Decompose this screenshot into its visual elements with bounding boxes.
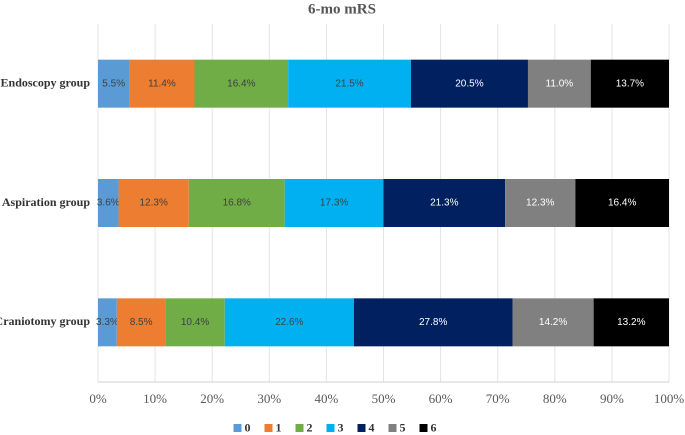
bar-segment (188, 179, 285, 227)
value-label: 22.6% (275, 317, 303, 328)
x-tick-label: 70% (486, 391, 510, 406)
value-label: 21.5% (335, 78, 363, 89)
bar-segment (116, 298, 166, 347)
legend-swatch (419, 424, 428, 432)
legend-label: 1 (276, 420, 282, 434)
x-tick-label: 40% (314, 391, 338, 406)
x-tick-label: 50% (372, 391, 396, 406)
bar-segment (284, 179, 384, 227)
bar-segment (224, 298, 354, 347)
bar-segment (98, 298, 117, 347)
value-label: 11.4% (148, 78, 176, 89)
bar-segment (353, 298, 513, 347)
chart-title: 6-mo mRS (308, 1, 376, 17)
value-label: 13.7% (616, 78, 644, 89)
bar-segment (383, 179, 506, 227)
x-tick-label: 80% (543, 391, 567, 406)
bar-segment (575, 179, 669, 227)
value-label: 27.8% (419, 317, 447, 328)
bar-segment (288, 59, 411, 108)
value-label: 14.2% (539, 317, 567, 328)
legend-swatch (295, 424, 304, 432)
value-label: 11.0% (546, 78, 574, 89)
legend-swatch (264, 424, 273, 432)
value-label: 21.3% (430, 198, 458, 209)
value-label: 3.6% (97, 198, 120, 209)
bar-segment (129, 59, 195, 108)
x-tick-label: 90% (600, 391, 624, 406)
x-tick-label: 30% (257, 391, 281, 406)
category-label: Endoscopy group (1, 75, 91, 89)
bar-segment (98, 179, 119, 227)
x-tick-label: 60% (429, 391, 453, 406)
value-label: 16.4% (227, 78, 255, 89)
bar-segment (590, 59, 669, 108)
legend-swatch (326, 424, 335, 432)
bar-segment (118, 179, 189, 227)
bar-segment (194, 59, 289, 108)
legend-label: 6 (431, 420, 437, 434)
legend-label: 2 (307, 420, 313, 434)
value-label: 5.5% (102, 78, 125, 89)
bar-segment (410, 59, 528, 108)
value-label: 13.2% (617, 317, 645, 328)
value-label: 17.3% (320, 198, 348, 209)
bar-segment (527, 59, 591, 108)
legend-swatch (357, 424, 366, 432)
value-label: 16.8% (223, 198, 251, 209)
value-label: 10.4% (181, 317, 209, 328)
bar-segment (593, 298, 669, 347)
legend-label: 4 (369, 420, 375, 434)
legend-label: 0 (245, 420, 251, 434)
x-tick-label: 20% (200, 391, 224, 406)
bar-segment (512, 298, 594, 347)
category-label: Aspiration group (2, 195, 90, 209)
value-label: 16.4% (608, 198, 636, 209)
x-tick-label: 0% (89, 391, 107, 406)
bar-segment (98, 59, 130, 108)
legend-swatch (233, 424, 242, 432)
value-label: 20.5% (455, 78, 483, 89)
value-label: 3.3% (96, 317, 119, 328)
bar-segment (165, 298, 225, 347)
legend-label: 5 (400, 420, 406, 434)
legend-label: 3 (338, 420, 344, 434)
bar-segment (505, 179, 576, 227)
x-tick-label: 100% (654, 391, 685, 406)
category-label: Craniotomy group (0, 314, 90, 328)
value-label: 12.3% (139, 198, 167, 209)
value-label: 8.5% (130, 317, 153, 328)
legend-swatch (388, 424, 397, 432)
x-tick-label: 10% (143, 391, 167, 406)
value-label: 12.3% (526, 198, 554, 209)
